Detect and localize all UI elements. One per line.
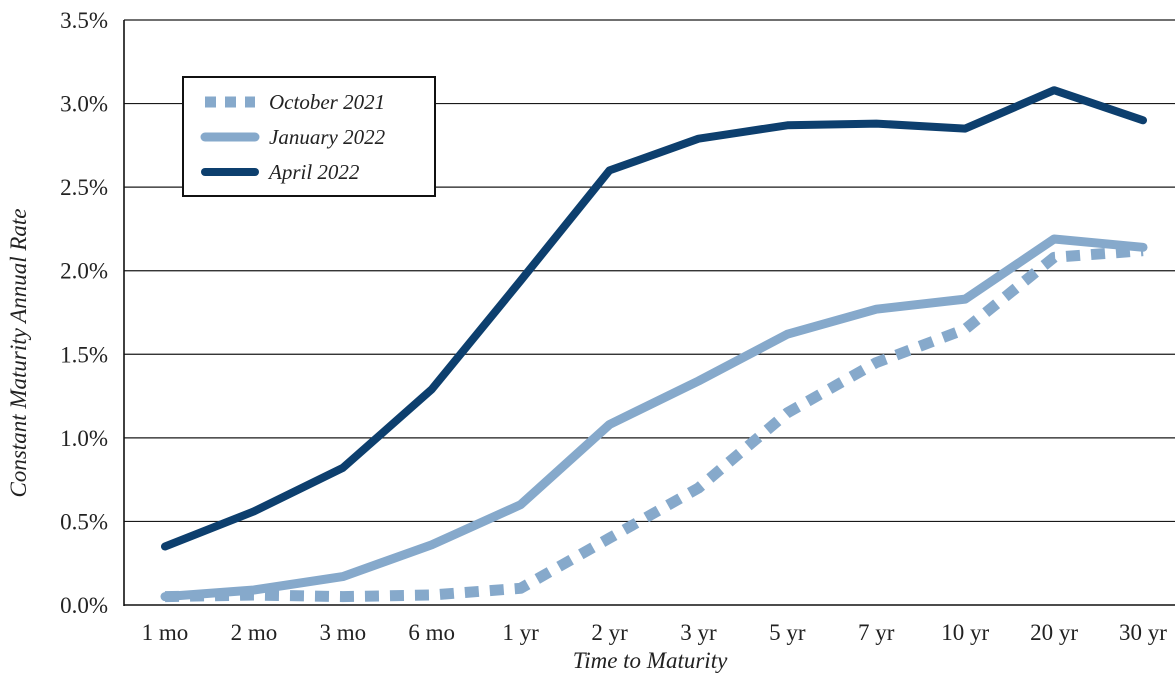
- x-tick-label: 10 yr: [941, 620, 989, 645]
- y-tick-label: 0.5%: [60, 509, 108, 534]
- x-tick-label: 5 yr: [769, 620, 806, 645]
- x-tick-label: 2 mo: [231, 620, 278, 645]
- legend-label: October 2021: [269, 90, 385, 114]
- y-tick-label: 2.5%: [60, 175, 108, 200]
- x-tick-label: 1 yr: [502, 620, 539, 645]
- series-line: [164, 245, 1144, 603]
- y-tick-label: 1.5%: [60, 342, 108, 367]
- x-tick-label: 3 mo: [319, 620, 366, 645]
- x-axis-title: Time to Maturity: [573, 648, 728, 673]
- x-tick-labels: 1 mo 2 mo 3 mo 6 mo 1 yr 2 yr 3 yr 5 yr 7 yr 10 y…: [142, 620, 1168, 645]
- y-axis-title: Constant Maturity Annual Rate: [6, 209, 31, 498]
- x-tick-label: 30 yr: [1119, 620, 1167, 645]
- legend-label: January 2022: [269, 125, 386, 149]
- legend-label: April 2022: [267, 160, 360, 184]
- x-tick-label: 7 yr: [858, 620, 895, 645]
- y-tick-label: 3.0%: [60, 92, 108, 117]
- y-tick-label: 0.0%: [60, 593, 108, 618]
- legend: October 2021 January 2022 April 2022: [182, 76, 436, 197]
- x-tick-label: 6 mo: [408, 620, 455, 645]
- series-line: [161, 86, 1147, 551]
- x-tick-label: 2 yr: [591, 620, 628, 645]
- x-tick-label: 3 yr: [680, 620, 717, 645]
- x-tick-label: 20 yr: [1030, 620, 1078, 645]
- y-tick-label: 2.0%: [60, 259, 108, 284]
- axes: [123, 20, 1175, 606]
- series-line: [160, 234, 1148, 602]
- series-lines: [160, 86, 1148, 603]
- y-tick-label: 1.0%: [60, 426, 108, 451]
- y-tick-label: 3.5%: [60, 8, 108, 33]
- y-tick-labels: 0.0% 0.5% 1.0% 1.5% 2.0% 2.5% 3.0% 3.5%: [60, 8, 108, 618]
- x-tick-label: 1 mo: [142, 620, 189, 645]
